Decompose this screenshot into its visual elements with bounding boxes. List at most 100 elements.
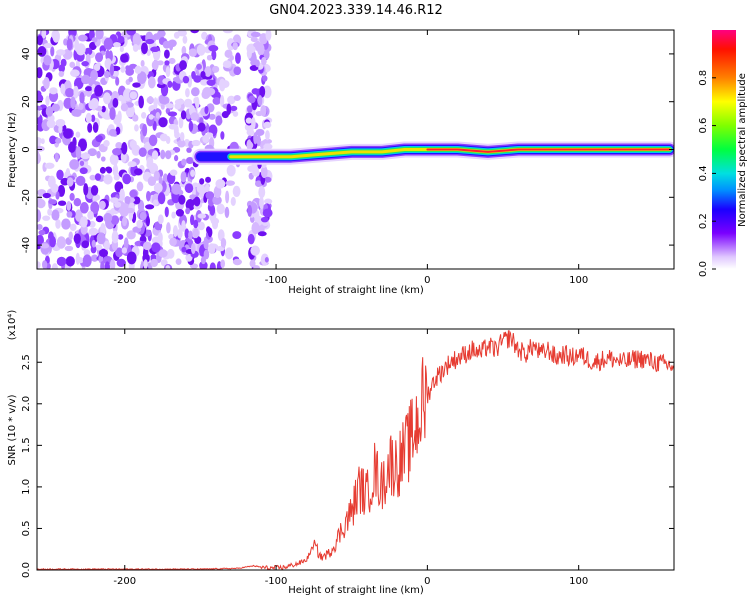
x-tick-label: -200 [113, 576, 136, 587]
noise-blob [138, 95, 144, 109]
noise-blob [246, 105, 253, 113]
noise-blob [120, 53, 129, 63]
noise-blob [137, 71, 147, 85]
noise-blob [247, 233, 255, 245]
noise-blob [102, 256, 113, 265]
noise-blob [230, 105, 238, 112]
noise-blob [119, 46, 124, 53]
noise-blob [94, 173, 102, 181]
noise-blob [103, 37, 113, 50]
y-tick-label: 0 [21, 146, 32, 152]
noise-blob [119, 188, 125, 202]
noise-blob [37, 110, 41, 118]
noise-blob [50, 46, 55, 57]
noise-blob [153, 182, 163, 193]
y-tick-label: -40 [21, 237, 32, 253]
noise-blob [65, 256, 75, 267]
noise-blob [51, 103, 60, 112]
noise-blob [253, 265, 260, 269]
noise-blob [260, 253, 269, 266]
noise-blob [213, 185, 222, 198]
noise-blob [75, 175, 86, 187]
noise-blob [138, 147, 147, 157]
colorbar-ticks: 0.0 0.2 0.4 0.6 0.8 [698, 70, 716, 277]
figure-title: GN04.2023.339.14.46.R12 [269, 3, 443, 18]
noise-blob [87, 210, 94, 220]
noise-blob [103, 174, 113, 185]
noise-blob [96, 150, 101, 159]
noise-blob [96, 232, 106, 245]
noise-blob [61, 218, 71, 230]
noise-blob [247, 205, 253, 217]
noise-blob [146, 156, 154, 168]
noise-blob [88, 227, 99, 236]
noise-blob [134, 65, 142, 74]
noise-blob [111, 230, 119, 244]
noise-blob [55, 137, 62, 144]
noise-blob [157, 192, 166, 205]
noise-blob [122, 173, 132, 185]
noise-blob [185, 199, 196, 211]
noise-blob [140, 59, 145, 68]
noise-blob [79, 202, 89, 214]
noise-blob [212, 195, 222, 205]
noise-blob [142, 123, 148, 137]
noise-blob [43, 54, 52, 66]
noise-blob [160, 259, 168, 267]
noise-blob [37, 151, 40, 164]
noise-blob [179, 131, 185, 142]
noise-blob [104, 261, 110, 269]
colorbar-tick-label: 0.6 [698, 118, 709, 134]
noise-blob [129, 91, 138, 100]
noise-blob [83, 249, 91, 257]
noise-blob [134, 124, 139, 132]
noise-blob [106, 167, 113, 174]
noise-blob [66, 38, 73, 51]
noise-blob [164, 60, 170, 66]
noise-blob [204, 105, 209, 115]
noise-blob [151, 150, 159, 160]
noise-blob [45, 105, 54, 117]
noise-blob [56, 236, 66, 249]
noise-blob [68, 141, 76, 153]
noise-blob [153, 97, 158, 110]
noise-blob [37, 224, 43, 231]
noise-blob [40, 243, 50, 249]
noise-blob [203, 249, 210, 260]
noise-blob [177, 228, 183, 239]
noise-blob [165, 265, 171, 269]
noise-blob [95, 52, 104, 63]
noise-blob [91, 98, 99, 109]
noise-blob [142, 241, 152, 251]
noise-blob [91, 239, 96, 248]
noise-blob [260, 105, 267, 117]
noise-blob [71, 109, 82, 117]
noise-blob [126, 230, 136, 240]
noise-blob [51, 263, 58, 269]
noise-blob [100, 156, 106, 162]
noise-blob [184, 183, 194, 194]
noise-blob [191, 139, 201, 147]
noise-blob [85, 86, 93, 92]
noise-blob [253, 132, 258, 145]
noise-blob [141, 42, 148, 55]
noise-blob [109, 153, 119, 166]
noise-blob [115, 126, 121, 135]
noise-blob [43, 42, 53, 49]
noise-blob [166, 222, 171, 234]
noise-blob [193, 219, 199, 229]
noise-blob [263, 143, 273, 150]
noise-blob [174, 155, 179, 162]
noise-blob [190, 243, 196, 255]
noise-blob [120, 65, 126, 73]
noise-blob [104, 70, 110, 79]
noise-blob [263, 49, 270, 60]
noise-blob [196, 183, 204, 194]
noise-blob [209, 262, 216, 269]
snr-scale-label: (x10⁴) [7, 310, 18, 341]
noise-blob [139, 211, 147, 221]
noise-blob [205, 191, 215, 200]
noise-blob [64, 245, 74, 252]
y-tick-label: 40 [21, 48, 32, 61]
